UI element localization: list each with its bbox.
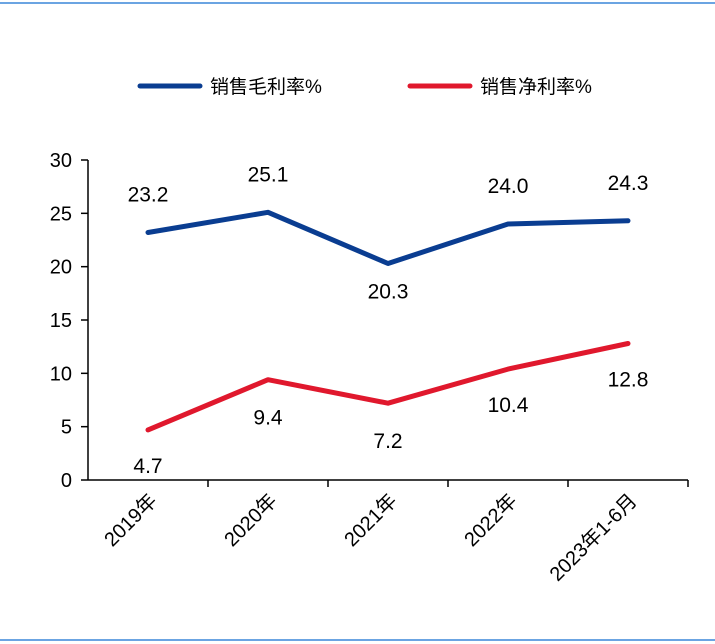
series-line-1	[145, 341, 631, 433]
y-tick-label: 20	[50, 257, 72, 279]
data-label: 23.2	[128, 184, 169, 207]
data-label: 7.2	[373, 430, 402, 453]
data-label-layer: 23.2 25.1 20.3 24.0 24.3 4.7 9.4 7.2 10.4 12.8	[128, 163, 649, 478]
x-tick-label: 2019年	[100, 489, 162, 551]
data-label: 24.3	[608, 172, 649, 195]
chart-legend: 销售毛利率% 销售净利率%	[137, 76, 592, 98]
data-label: 25.1	[248, 163, 289, 186]
series-line-0	[145, 209, 631, 266]
y-tick-label: 25	[50, 203, 72, 225]
x-tick-label: 2021年	[340, 489, 402, 551]
y-tick-label: 15	[50, 310, 72, 332]
x-axis-ticks: 2019年 2020年 2021年 2022年 2023年1-6月	[100, 480, 689, 586]
x-tick-label: 2023年1-6月	[545, 489, 641, 585]
legend-label-gross-margin: 销售毛利率%	[210, 76, 322, 98]
data-label: 9.4	[253, 407, 283, 430]
data-label: 12.8	[608, 368, 649, 391]
data-label: 20.3	[368, 280, 409, 303]
data-label: 24.0	[488, 175, 529, 198]
y-axis-ticks: 0 5 10 15 20 25 30	[50, 150, 88, 492]
legend-label-net-margin: 销售净利率%	[480, 76, 592, 98]
y-tick-label: 30	[50, 150, 72, 172]
data-label: 10.4	[488, 394, 529, 417]
series-layer	[145, 209, 631, 433]
y-tick-label: 0	[61, 470, 72, 492]
x-tick-label: 2022年	[460, 489, 522, 551]
y-tick-label: 5	[61, 417, 72, 439]
x-tick-label: 2020年	[220, 489, 282, 551]
y-tick-label: 10	[50, 363, 72, 385]
data-label: 4.7	[133, 455, 162, 478]
